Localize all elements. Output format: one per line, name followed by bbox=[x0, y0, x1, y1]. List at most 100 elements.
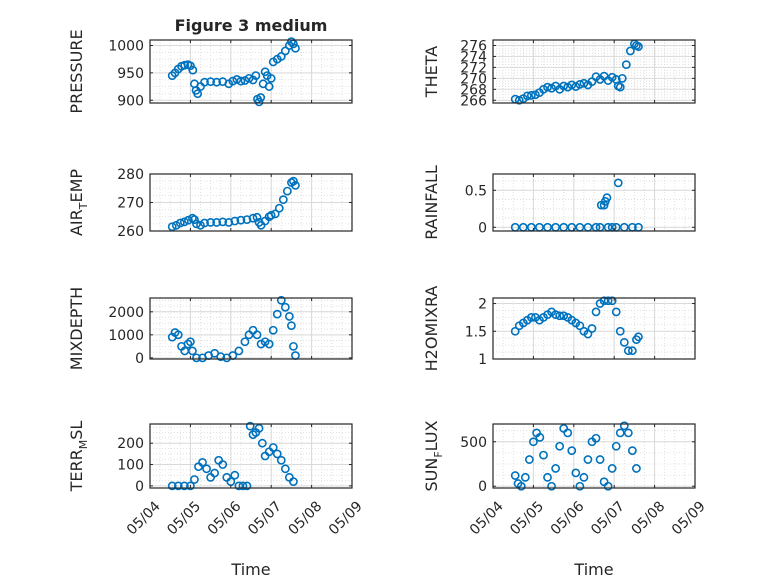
y-tick-label: 1.5 bbox=[465, 324, 487, 340]
y-axis-label: MIXDEPTH bbox=[67, 287, 86, 370]
data-point bbox=[257, 438, 267, 448]
data-point bbox=[551, 464, 561, 473]
subplot-sun-flux: 0 500 05/04 05/05 05/06 05/07 05/08 05/09 SUNFLU… bbox=[422, 420, 709, 538]
data-point bbox=[264, 339, 274, 349]
x-axis-label-left: Time bbox=[230, 560, 270, 579]
x-tick-label: 05/07 bbox=[245, 498, 285, 538]
data-point bbox=[179, 481, 189, 491]
data-point bbox=[218, 217, 228, 227]
x-tick-label: 05/04 bbox=[467, 498, 507, 538]
y-tick-label: 280 bbox=[117, 167, 144, 183]
y-tick-label: 270 bbox=[117, 196, 144, 212]
axes-frame bbox=[492, 297, 696, 360]
data-point bbox=[510, 471, 520, 480]
axes-frame bbox=[492, 173, 696, 232]
data-point bbox=[634, 42, 643, 51]
data-point bbox=[256, 93, 266, 102]
data-point bbox=[615, 428, 625, 438]
data-point bbox=[240, 337, 250, 347]
data-point bbox=[607, 296, 617, 306]
data-point bbox=[579, 78, 589, 88]
y-tick-label: 1000 bbox=[108, 38, 144, 54]
data-point bbox=[599, 200, 609, 210]
data-point bbox=[254, 97, 264, 107]
data-point bbox=[583, 329, 593, 339]
data-point bbox=[198, 457, 207, 467]
data-point bbox=[524, 455, 534, 464]
data-point bbox=[634, 332, 643, 342]
data-point bbox=[575, 481, 585, 491]
subplot-mixdepth: 0 1000 2000 MIXDEPTH bbox=[67, 287, 353, 370]
x-tick-label: 05/07 bbox=[588, 498, 628, 538]
data-point bbox=[529, 437, 538, 447]
data-point bbox=[539, 450, 548, 460]
data-point bbox=[212, 218, 222, 227]
data-point bbox=[266, 210, 276, 220]
data-point bbox=[248, 213, 258, 223]
data-point bbox=[559, 311, 569, 321]
x-tick-label: 05/09 bbox=[326, 498, 366, 538]
data-point bbox=[619, 421, 629, 431]
data-point bbox=[282, 186, 292, 196]
data-point bbox=[210, 468, 220, 478]
axes-background bbox=[150, 40, 352, 103]
y-axis-label: AIRTEMP bbox=[67, 169, 90, 236]
data-point bbox=[599, 296, 609, 306]
data-point bbox=[228, 76, 238, 86]
data-point bbox=[613, 178, 623, 188]
data-point bbox=[516, 481, 526, 491]
data-point bbox=[185, 61, 195, 71]
x-tick-label: 05/08 bbox=[629, 498, 669, 538]
data-point bbox=[242, 481, 252, 491]
data-point bbox=[230, 216, 240, 226]
data-point bbox=[167, 222, 177, 232]
data-point bbox=[192, 353, 201, 363]
data-point bbox=[289, 477, 298, 486]
data-point bbox=[284, 312, 294, 321]
subplot-pressure: 900 950 1000 PRESSURE bbox=[67, 29, 353, 114]
data-point bbox=[563, 428, 573, 438]
data-point bbox=[193, 89, 203, 99]
data-point bbox=[200, 77, 209, 87]
y-tick-label: 0 bbox=[135, 479, 144, 495]
data-point bbox=[190, 475, 199, 484]
data-point bbox=[547, 481, 556, 491]
data-point bbox=[202, 464, 211, 474]
x-axis-label-right: Time bbox=[573, 560, 613, 579]
data-point bbox=[268, 443, 278, 452]
data-point bbox=[280, 46, 290, 56]
data-point bbox=[280, 302, 290, 312]
data-point bbox=[291, 180, 300, 190]
y-tick-label: 272 bbox=[460, 60, 487, 76]
data-point bbox=[272, 309, 282, 319]
data-point bbox=[232, 75, 242, 84]
subplot-rainfall: 0 0.5 RAINFALL bbox=[422, 165, 696, 240]
y-axis-label: PRESSURE bbox=[67, 29, 86, 113]
data-point bbox=[245, 421, 255, 431]
data-point bbox=[591, 433, 601, 443]
data-point bbox=[218, 460, 228, 469]
data-point bbox=[216, 352, 226, 362]
y-tick-label: 274 bbox=[460, 49, 487, 65]
data-point bbox=[607, 464, 617, 473]
y-tick-label: 0.5 bbox=[465, 183, 487, 199]
data-point bbox=[514, 95, 524, 105]
data-point bbox=[268, 325, 278, 335]
y-tick-label: 2 bbox=[478, 297, 487, 313]
data-point bbox=[200, 218, 209, 228]
data-point bbox=[206, 77, 215, 87]
data-point bbox=[555, 311, 565, 321]
data-point bbox=[520, 472, 530, 482]
data-point bbox=[206, 218, 215, 227]
data-point bbox=[595, 455, 605, 464]
data-point bbox=[522, 91, 532, 101]
data-point bbox=[264, 82, 274, 91]
data-point bbox=[251, 71, 261, 81]
data-point bbox=[188, 346, 197, 356]
subplot-h2omixra: 1 1.5 2 H2OMIXRA bbox=[422, 286, 696, 371]
data-point bbox=[212, 77, 222, 87]
data-point bbox=[188, 65, 198, 75]
data-point bbox=[185, 481, 195, 491]
data-point bbox=[266, 73, 276, 83]
y-tick-label: 0 bbox=[478, 479, 487, 495]
